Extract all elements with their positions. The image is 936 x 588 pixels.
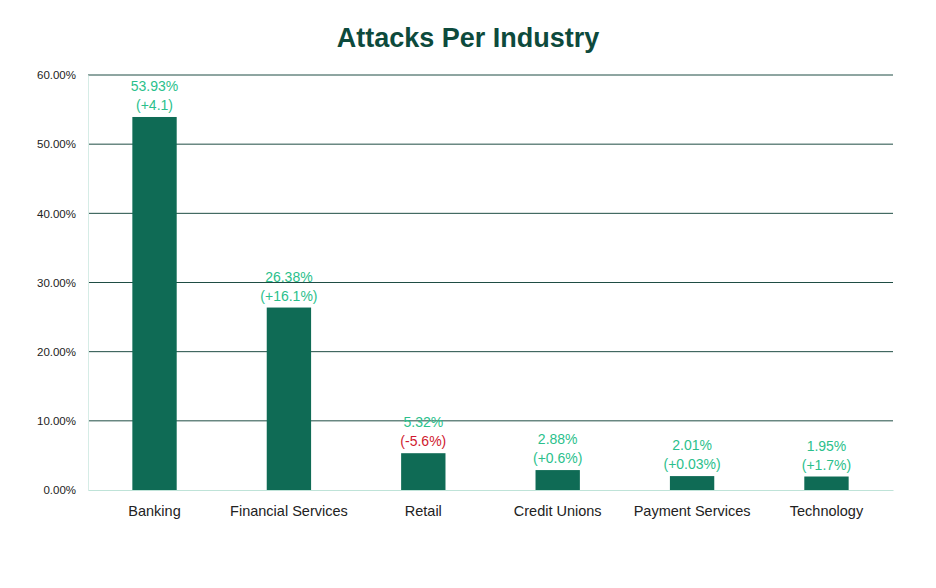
- y-tick-label: 40.00%: [37, 208, 76, 220]
- value-label: 1.95%: [807, 438, 847, 454]
- y-tick-label: 10.00%: [37, 415, 76, 427]
- y-tick: 50.00%: [37, 138, 88, 150]
- bar: [267, 308, 311, 490]
- bar: [670, 476, 714, 490]
- x-tick: Financial Services: [230, 490, 348, 519]
- y-tick-label: 30.00%: [37, 277, 76, 289]
- x-tick-label: Credit Unions: [514, 503, 602, 519]
- x-tick-label: Technology: [790, 503, 864, 519]
- grid-line: [88, 420, 893, 421]
- bar: [536, 470, 580, 490]
- y-tick: 20.00%: [37, 346, 88, 358]
- value-label: 2.88%: [538, 431, 578, 447]
- chart: Attacks Per Industry 0.00% 10.00% 20.00% 30.…: [0, 0, 936, 588]
- grid-line: [88, 282, 893, 283]
- grid-line: [88, 144, 893, 145]
- data-labels: 53.93% (+4.1) 26.38% (+16.1%) 5.32% (-5.6%) 2.…: [131, 78, 851, 473]
- x-tick-label: Financial Services: [230, 503, 348, 519]
- value-label: 26.38%: [265, 269, 312, 285]
- change-label: (+4.1): [136, 97, 173, 113]
- value-label: 2.01%: [672, 437, 712, 453]
- value-label: 53.93%: [131, 78, 178, 94]
- x-tick: Technology: [790, 490, 864, 519]
- x-tick: Credit Unions: [514, 490, 602, 519]
- y-tick-label: 50.00%: [37, 138, 76, 150]
- y-axis-line: [88, 76, 89, 491]
- title: Attacks Per Industry: [337, 23, 600, 53]
- change-label: (+0.03%): [663, 456, 720, 472]
- x-tick-label: Banking: [128, 503, 180, 519]
- change-label: (-5.6%): [400, 433, 446, 449]
- y-tick: 0.00%: [43, 484, 88, 496]
- bar: [804, 477, 848, 490]
- grid-line: [88, 213, 893, 214]
- y-tick: 30.00%: [37, 277, 88, 289]
- bars: [132, 117, 848, 490]
- y-tick-label: 20.00%: [37, 346, 76, 358]
- grid-line: [88, 351, 893, 352]
- grid-line: [88, 75, 893, 76]
- value-label: 5.32%: [403, 414, 443, 430]
- change-label: (+0.6%): [533, 450, 582, 466]
- grid: [88, 75, 893, 421]
- x-axis-line: [89, 490, 894, 491]
- change-label: (+1.7%): [802, 457, 851, 473]
- x-tick-label: Payment Services: [634, 503, 751, 519]
- x-tick: Retail: [405, 490, 442, 519]
- y-tick: 40.00%: [37, 208, 88, 220]
- y-axis: 0.00% 10.00% 20.00% 30.00% 40.00% 50.00% 60.00…: [37, 69, 89, 496]
- x-tick-label: Retail: [405, 503, 442, 519]
- bar: [401, 453, 445, 490]
- change-label: (+16.1%): [260, 288, 317, 304]
- y-tick-label: 60.00%: [37, 69, 76, 81]
- y-tick-label: 0.00%: [43, 484, 76, 496]
- x-tick: Payment Services: [634, 490, 751, 519]
- plot: 0.00% 10.00% 20.00% 30.00% 40.00% 50.00% 60.00…: [37, 69, 894, 519]
- bar: [132, 117, 176, 490]
- x-tick: Banking: [128, 490, 180, 519]
- y-tick: 10.00%: [37, 415, 88, 427]
- y-tick: 60.00%: [37, 69, 88, 81]
- x-axis: Banking Financial Services Retail Credit Un…: [89, 490, 894, 519]
